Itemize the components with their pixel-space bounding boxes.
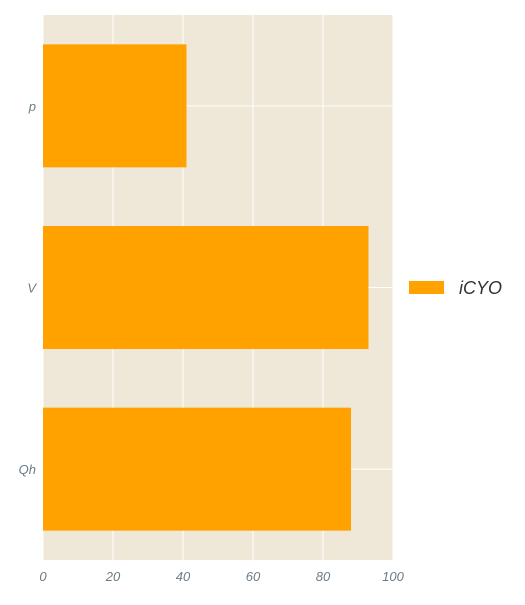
legend-label: iCYO bbox=[459, 278, 502, 298]
x-tick-label: 20 bbox=[105, 569, 121, 584]
bars bbox=[43, 44, 369, 531]
legend-swatch bbox=[409, 281, 444, 294]
x-tick-label: 100 bbox=[382, 569, 404, 584]
y-axis-tick-labels: p V Qh bbox=[19, 99, 38, 477]
y-tick-label: V bbox=[27, 281, 37, 296]
bar-v bbox=[43, 226, 369, 349]
bar-qh bbox=[43, 407, 351, 531]
legend: iCYO bbox=[409, 278, 502, 298]
y-tick-label: Qh bbox=[19, 462, 36, 477]
x-axis-tick-labels: 0 20 40 60 80 100 bbox=[39, 569, 404, 584]
bar-p bbox=[43, 44, 187, 168]
x-tick-label: 60 bbox=[246, 569, 261, 584]
x-tick-label: 40 bbox=[176, 569, 191, 584]
x-tick-label: 0 bbox=[39, 569, 47, 584]
y-tick-label: p bbox=[28, 99, 36, 114]
x-tick-label: 80 bbox=[316, 569, 331, 584]
